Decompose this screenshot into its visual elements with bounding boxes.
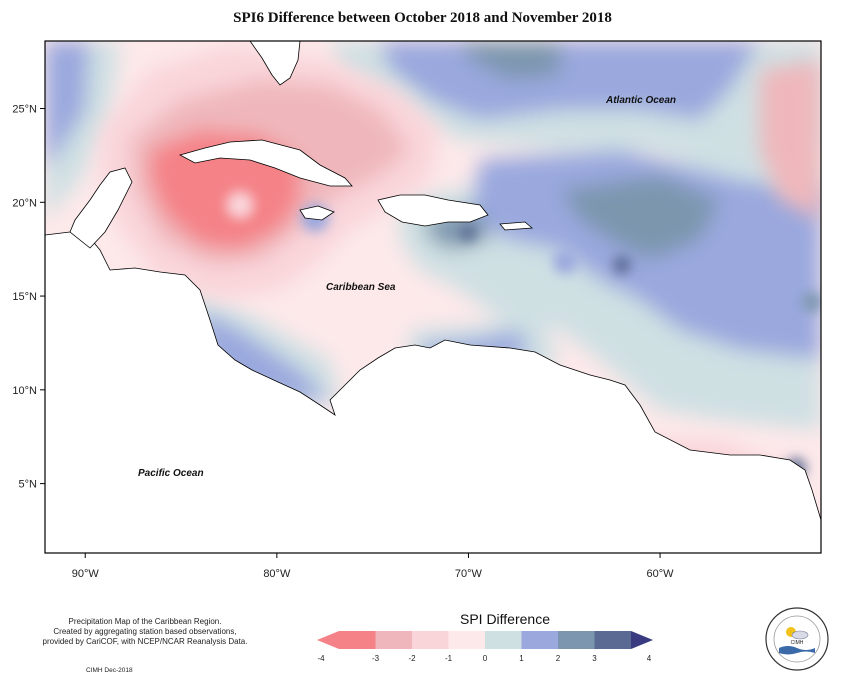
cimh-logo: CIMH bbox=[765, 607, 829, 671]
map-frame bbox=[44, 40, 822, 554]
legend-swatch bbox=[558, 631, 595, 649]
longitude-ticks: 90°W 80°W 70°W 60°W bbox=[72, 553, 674, 580]
legend-arrow-left bbox=[317, 631, 339, 649]
contour-two-band-east bbox=[560, 175, 720, 260]
legend-tick-label: -2 bbox=[408, 654, 416, 663]
map-credits: Precipitation Map of the Caribbean Regio… bbox=[20, 617, 270, 647]
lon-tick-label: 60°W bbox=[647, 568, 675, 580]
legend-tick-label: 4 bbox=[647, 654, 652, 663]
legend-swatch bbox=[594, 631, 632, 649]
legend-swatch bbox=[521, 631, 559, 649]
legend-title: SPI Difference bbox=[459, 611, 550, 627]
lon-tick-label: 80°W bbox=[263, 568, 291, 580]
legend-tick-label: 1 bbox=[519, 654, 524, 663]
contour-three-spot-hispaniola bbox=[460, 225, 476, 241]
legend-tick-label: 3 bbox=[592, 654, 597, 663]
lat-tick-label: 20°N bbox=[12, 197, 37, 209]
contour-one-band-west bbox=[45, 41, 90, 170]
legend-swatch bbox=[375, 631, 413, 649]
legend-tick-label: -1 bbox=[445, 654, 453, 663]
legend-tick-label: -3 bbox=[372, 654, 380, 663]
credit-date: CIMH Dec-2018 bbox=[86, 667, 133, 674]
credit-line-1: Precipitation Map of the Caribbean Regio… bbox=[68, 617, 222, 626]
land-masses bbox=[45, 41, 821, 553]
contour-minus-three-east bbox=[760, 60, 821, 220]
puerto-rico-land bbox=[499, 221, 533, 231]
contour-minus-two-spot bbox=[226, 191, 254, 219]
legend-ticks: -4 -3 -2 -1 0 1 2 3 4 bbox=[317, 654, 651, 663]
pacific-ocean-label: Pacific Ocean bbox=[138, 468, 204, 479]
florida-land bbox=[249, 41, 301, 86]
spi-field bbox=[45, 41, 821, 553]
hispaniola-land bbox=[377, 194, 489, 227]
svg-text:CIMH: CIMH bbox=[791, 640, 804, 646]
legend-swatch bbox=[448, 631, 486, 649]
legend-arrow-right bbox=[631, 631, 653, 649]
lat-tick-label: 15°N bbox=[12, 291, 37, 303]
legend-tick-label: 0 bbox=[483, 654, 488, 663]
latitude-ticks: 25°N 20°N 15°N 10°N 5°N bbox=[12, 104, 45, 491]
credit-line-3: provided by CariCOF, with NCEP/NCAR Rean… bbox=[42, 637, 248, 646]
legend-swatch bbox=[339, 631, 376, 649]
lon-tick-label: 70°W bbox=[455, 568, 483, 580]
credit-line-2: Created by aggregating station based obs… bbox=[53, 627, 237, 636]
caribbean-sea-label: Caribbean Sea bbox=[326, 282, 396, 293]
cuba-land bbox=[178, 139, 353, 187]
legend-color-bar bbox=[317, 631, 653, 649]
atlantic-ocean-label: Atlantic Ocean bbox=[605, 95, 676, 106]
lat-tick-label: 25°N bbox=[12, 104, 37, 116]
contour-two-band-north bbox=[460, 41, 560, 80]
map-title: SPI6 Difference between October 2018 and… bbox=[233, 10, 612, 26]
legend-swatch bbox=[485, 631, 522, 649]
mainland-land bbox=[45, 231, 821, 553]
contour-one-spot-east bbox=[553, 250, 577, 274]
yucatan-land bbox=[69, 167, 133, 249]
legend-tick-label: -4 bbox=[317, 654, 325, 663]
contour-two-spot-east bbox=[802, 292, 821, 312]
legend-swatch bbox=[412, 631, 449, 649]
lat-tick-label: 5°N bbox=[19, 479, 38, 491]
contour-three-spot-antilles bbox=[613, 256, 631, 274]
lon-tick-label: 90°W bbox=[72, 568, 100, 580]
jamaica-land bbox=[299, 205, 335, 221]
legend-tick-label: 2 bbox=[556, 654, 561, 663]
lat-tick-label: 10°N bbox=[12, 385, 37, 397]
